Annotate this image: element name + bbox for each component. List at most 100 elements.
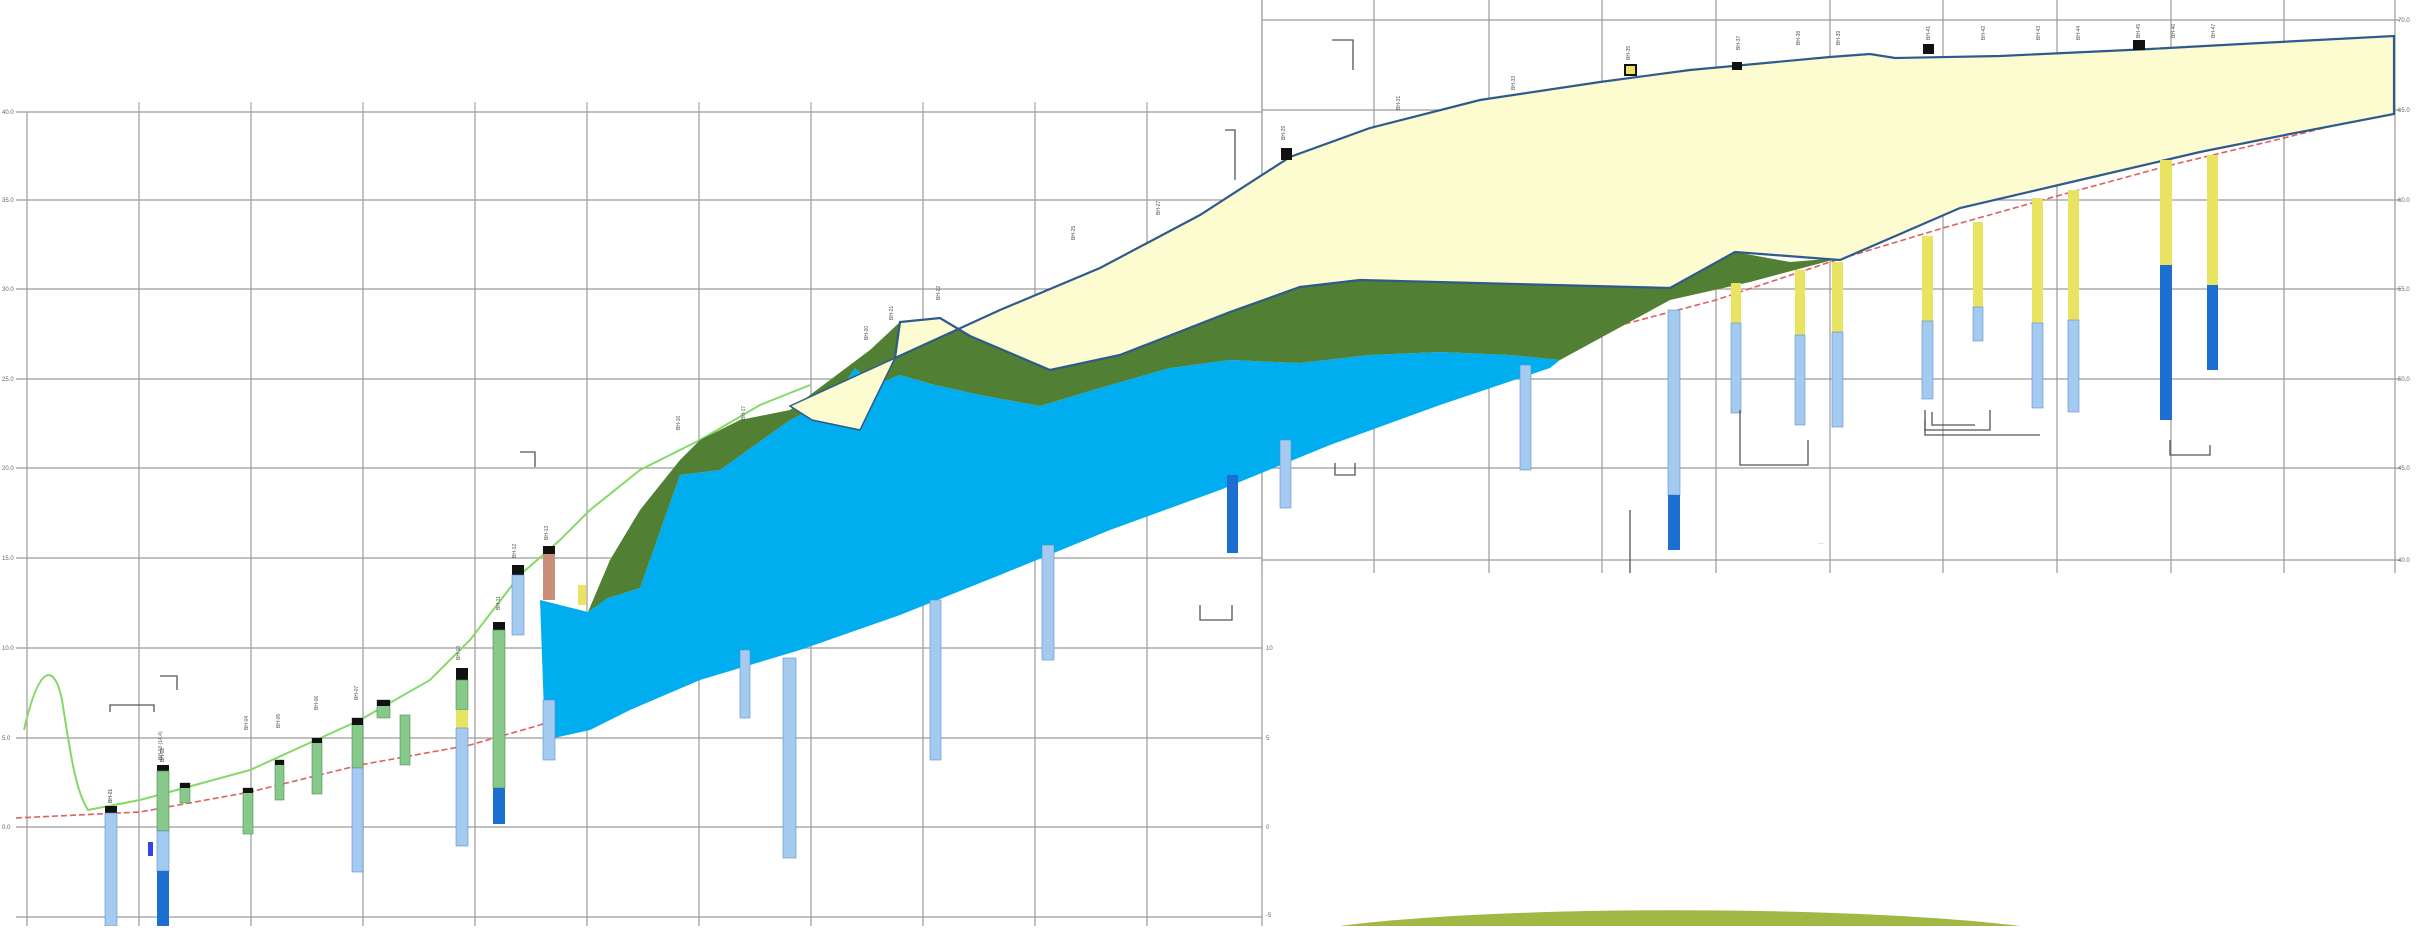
borehole-30-top <box>2160 160 2172 265</box>
svg-text:BH-16: BH-16 <box>676 416 682 430</box>
borehole-9 <box>399 714 411 766</box>
green-profile-line <box>23 384 811 812</box>
svg-text:25.0: 25.0 <box>2 377 14 383</box>
svg-text:BH-39: BH-39 <box>1836 31 1842 45</box>
svg-text:60.0: 60.0 <box>2398 198 2410 204</box>
borehole-27 <box>1972 306 1984 342</box>
svg-text:50.0: 50.0 <box>2398 377 2410 383</box>
borehole-21 <box>1519 364 1532 471</box>
boreholes-right <box>1281 40 2218 550</box>
svg-text:35.0: 35.0 <box>2 198 14 204</box>
svg-text:BH-13: BH-13 <box>544 526 550 540</box>
borehole-19 <box>1227 475 1238 553</box>
svg-text:BH-11: BH-11 <box>496 596 502 610</box>
svg-text:15.0: 15.0 <box>2 556 14 562</box>
borehole-26-top <box>1922 236 1933 321</box>
svg-text:BH-03 (14.4): BH-03 (14.4) <box>158 731 164 760</box>
svg-text:BH-29: BH-29 <box>1281 126 1287 140</box>
borehole-29 <box>2067 319 2080 413</box>
borehole-24 <box>1794 334 1806 426</box>
svg-text:BH-37: BH-37 <box>1736 36 1742 50</box>
svg-text:BH-17: BH-17 <box>741 406 747 420</box>
borehole-28 <box>2031 322 2044 409</box>
svg-text:65.0: 65.0 <box>2398 108 2410 114</box>
borehole-2: BH-02 <box>148 748 170 926</box>
borehole-31-top <box>2207 155 2218 285</box>
borehole-11 <box>492 622 506 824</box>
borehole-15 <box>739 649 751 719</box>
borehole-6 <box>311 737 323 795</box>
borehole-16 <box>782 657 797 859</box>
svg-text:40.0: 40.0 <box>2 110 14 116</box>
borehole-17 <box>929 599 942 761</box>
borehole-28-top <box>2032 198 2043 323</box>
svg-text:BH-45: BH-45 <box>2136 24 2142 38</box>
svg-text:20.0: 20.0 <box>2 466 14 472</box>
svg-text:BH-22: BH-22 <box>936 286 942 300</box>
borehole-24-top <box>1795 270 1805 335</box>
borehole-27-top <box>1973 222 1983 307</box>
borehole-23 <box>1730 322 1742 414</box>
svg-text:BH-47: BH-47 <box>2211 24 2217 38</box>
borehole-3 <box>179 782 191 804</box>
boreholes-left: BH-01 BH-02 <box>104 439 1292 927</box>
svg-text:BH-01: BH-01 <box>108 789 114 803</box>
svg-text:BH-07: BH-07 <box>354 686 360 700</box>
borehole-26 <box>1921 320 1934 400</box>
borehole-29-top <box>2068 190 2079 320</box>
svg-text:-5: -5 <box>1266 913 1272 919</box>
borehole-31 <box>2207 285 2218 370</box>
svg-text:5.0: 5.0 <box>2 736 11 742</box>
borehole-20 <box>1279 439 1292 509</box>
bottom-hill <box>1340 910 2020 926</box>
svg-text:BH-10: BH-10 <box>456 646 462 660</box>
svg-text:BH-21: BH-21 <box>889 306 895 320</box>
svg-text:BH-05: BH-05 <box>276 714 282 728</box>
svg-text:BH-46: BH-46 <box>2171 24 2177 38</box>
borehole-30 <box>2160 265 2172 420</box>
left-sheet-top-ticks <box>138 102 1148 112</box>
svg-text:BH-02: BH-02 <box>160 748 166 762</box>
svg-text:BH-44: BH-44 <box>2076 26 2082 40</box>
svg-text:10.0: 10.0 <box>2 646 14 652</box>
borehole-7 <box>351 717 364 873</box>
sand-fill-patch <box>788 356 897 431</box>
svg-text:BH-42: BH-42 <box>1981 26 1987 40</box>
svg-text:BH-25: BH-25 <box>1071 226 1077 240</box>
svg-text:BH-35: BH-35 <box>1626 46 1632 60</box>
svg-text:BH-27: BH-27 <box>1156 201 1162 215</box>
svg-text:BH-31: BH-31 <box>1396 96 1402 110</box>
borehole-23-top <box>1731 283 1741 323</box>
borehole-5 <box>274 759 285 801</box>
borehole-14 <box>578 585 586 605</box>
svg-text:5: 5 <box>1266 736 1270 742</box>
axis-value-labels: 40.0 35.0 30.0 25.0 20.0 15.0 10.0 5.0 0… <box>2 18 2410 919</box>
svg-text:45.0: 45.0 <box>2398 466 2410 472</box>
svg-text:BH-33: BH-33 <box>1511 76 1517 90</box>
svg-text:30.0: 30.0 <box>2 287 14 293</box>
svg-text:70.0: 70.0 <box>2398 18 2410 24</box>
borehole-22-base <box>1668 495 1680 550</box>
svg-text:BH-43: BH-43 <box>2036 26 2042 40</box>
svg-text:10: 10 <box>1266 646 1273 652</box>
annotation-text: ... <box>1818 539 1824 546</box>
borehole-25-top <box>1832 262 1843 332</box>
svg-text:BH-12: BH-12 <box>512 544 518 558</box>
borehole-22 <box>1667 309 1681 496</box>
borehole-1: BH-01 <box>104 789 118 927</box>
borehole-12 <box>511 565 525 636</box>
svg-text:BH-06: BH-06 <box>314 696 320 710</box>
borehole-8 <box>376 699 391 719</box>
borehole-headings: BH-03 (14.4) BH-04 BH-05 BH-06 BH-07 BH-… <box>158 24 2217 760</box>
borehole-25 <box>1831 331 1844 428</box>
svg-text:BH-38: BH-38 <box>1796 31 1802 45</box>
borehole-13 <box>542 546 556 761</box>
borehole-10 <box>455 668 469 847</box>
borehole-4 <box>242 787 254 835</box>
svg-text:BH-20: BH-20 <box>864 326 870 340</box>
svg-text:40.0: 40.0 <box>2398 558 2410 564</box>
svg-text:0.0: 0.0 <box>2 825 11 831</box>
connector-brackets <box>109 39 2211 712</box>
